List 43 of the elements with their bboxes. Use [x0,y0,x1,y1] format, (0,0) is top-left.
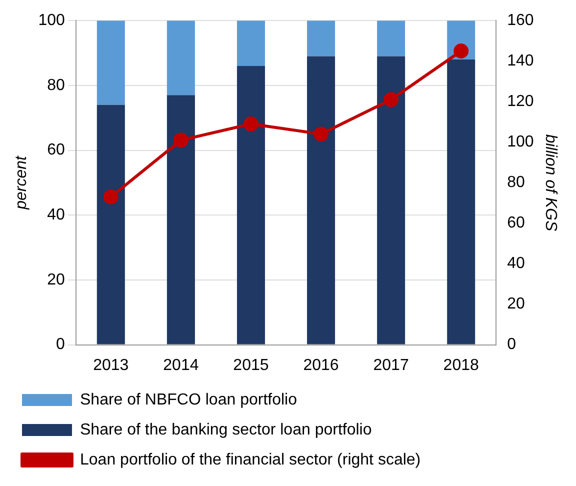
y-tick-label: 80 [47,76,65,94]
bar [236,66,265,344]
y2-tick-label: 140 [507,52,534,70]
y-tick-label: 100 [38,12,65,30]
x-tick-label: 2017 [373,356,409,374]
y2-tick-label: 40 [507,255,526,272]
point [173,132,188,148]
x-tick-label: 2013 [93,356,129,374]
bar [377,20,406,56]
x-tick-label: 2014 [163,356,199,374]
y-tick-label: 60 [47,142,65,159]
bar [96,104,125,344]
bar [307,20,336,56]
bar [96,20,125,105]
y2-tick-label: 160 [507,12,534,30]
bar [166,20,195,96]
y2-tick-label: 80 [507,174,526,192]
x-tick-label: 2015 [233,356,269,374]
legend-label: Loan portfolio of the financial sector (right scale) [80,451,421,468]
x-tick-label: 2016 [303,356,339,374]
y-tick-label: 40 [47,206,65,224]
point [384,92,399,108]
bar [307,56,336,344]
y2-tick-label: 60 [507,214,526,232]
bar [447,60,476,344]
y2-tick-label: 100 [507,134,534,151]
point [454,43,469,58]
y-tick-label: 0 [56,336,65,354]
y2-tick-label: 120 [507,93,534,110]
legend-label: Share of NBFCO loan portfolio [80,391,298,408]
bar [166,95,195,344]
y2-tick-label: 20 [507,296,526,313]
x-tick-label: 2018 [443,356,479,374]
y2-axis-title: billion of KGS [542,134,559,232]
y-axis-title: percent [13,155,30,210]
bar [377,56,406,344]
bar [236,20,265,66]
legend-label: Share of the banking sector loan portfolio [80,421,372,438]
y-tick-label: 20 [47,271,65,288]
y2-tick-label: 0 [507,336,516,354]
point [103,189,118,204]
point [314,126,329,142]
point [243,116,258,132]
